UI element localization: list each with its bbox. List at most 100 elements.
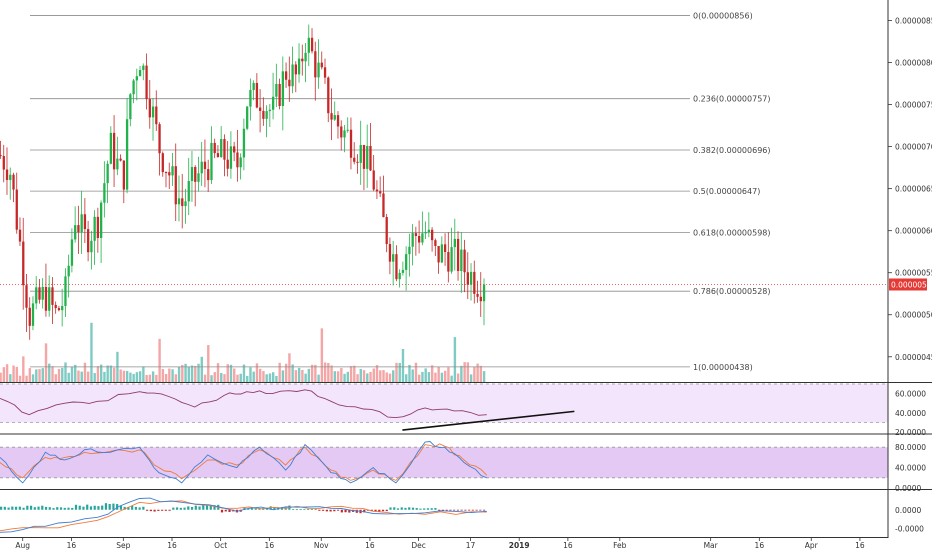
macd-histogram-bar — [29, 505, 33, 510]
candle-body — [469, 271, 473, 285]
macd-histogram-bar — [322, 509, 325, 511]
macd-histogram-bar — [157, 509, 160, 511]
volume-bar — [259, 368, 262, 382]
volume-bar — [288, 353, 291, 382]
candle-body — [203, 161, 207, 170]
macd-histogram-bar — [183, 507, 186, 510]
volume-bar — [99, 364, 103, 382]
volume-bar — [158, 338, 161, 382]
volume-bar — [145, 375, 148, 382]
volume-bar — [314, 364, 317, 382]
volume-bar — [64, 362, 67, 382]
macd-histogram-bar — [146, 509, 149, 511]
candle-body — [278, 83, 281, 106]
volume-bar — [77, 370, 80, 382]
rsi-axis-label: 60.0000 — [895, 390, 926, 399]
candle-body — [304, 52, 307, 62]
macd-histogram-bar — [228, 509, 231, 512]
volume-bar — [392, 370, 395, 382]
volume-bar — [349, 366, 353, 382]
macd-histogram-bar — [247, 508, 250, 510]
volume-bar — [74, 364, 77, 382]
candle-body — [268, 109, 272, 112]
macd-histogram-bar — [456, 509, 459, 511]
macd-histogram-bar — [389, 507, 392, 510]
volume-bar — [379, 370, 382, 382]
volume-bar — [25, 375, 28, 382]
macd-histogram-bar — [468, 509, 471, 511]
candle-body — [28, 307, 31, 326]
candle-body — [213, 142, 216, 154]
volume-bar — [213, 372, 216, 382]
macd-histogram-bar — [18, 506, 21, 510]
macd-histogram-bar — [86, 504, 89, 510]
volume-bar — [437, 366, 440, 382]
macd-histogram-bar — [295, 509, 298, 511]
volume-bar — [405, 374, 408, 382]
macd-histogram-bar — [374, 509, 377, 512]
time-axis-label: 16 — [755, 541, 765, 550]
volume-bar — [9, 374, 12, 382]
macd-histogram-bar — [419, 508, 422, 510]
volume-bar — [194, 365, 197, 382]
candle-body — [460, 249, 463, 272]
candle-body — [395, 254, 398, 280]
macd-histogram-bar — [220, 509, 224, 513]
macd-histogram-bar — [104, 503, 108, 510]
volume-bar — [122, 370, 126, 382]
volume-bar — [197, 363, 200, 382]
candle-body — [112, 132, 116, 170]
candle-body — [233, 146, 236, 153]
volume-bar — [96, 366, 100, 382]
volume-bar — [125, 370, 129, 382]
volume-bar — [450, 375, 453, 382]
volume-bar — [284, 363, 288, 382]
time-axis-label: Apr — [805, 541, 819, 550]
candle-body — [210, 142, 213, 181]
candle-body — [83, 214, 87, 230]
candle-body — [414, 233, 418, 236]
time-axis-label: Dec — [411, 541, 426, 550]
candle-body — [226, 159, 229, 169]
candle-body — [421, 233, 424, 243]
macd-histogram-bar — [483, 509, 486, 511]
volume-bar — [177, 366, 181, 382]
candle-body — [223, 139, 226, 160]
stoch-band — [0, 447, 888, 478]
candle-body — [466, 272, 469, 285]
candle-body — [479, 296, 482, 302]
macd-histogram-bar — [344, 509, 347, 513]
volume-bar — [255, 363, 259, 382]
candle-body — [48, 287, 51, 311]
candle-body — [109, 132, 113, 164]
volume-bar — [401, 349, 405, 382]
candle-body — [116, 158, 119, 170]
volume-bar — [291, 364, 294, 382]
price-axis-label: 0.00000850 — [895, 16, 932, 25]
volume-bar — [469, 374, 473, 382]
volume-bar — [340, 368, 343, 382]
macd-histogram-bar — [378, 509, 381, 512]
volume-bar — [112, 367, 116, 382]
volume-bar — [307, 368, 311, 382]
candle-body — [239, 157, 242, 168]
volume-bar — [418, 374, 421, 382]
candle-body — [103, 183, 106, 203]
macd-histogram-bar — [205, 505, 209, 510]
time-axis-label: Oct — [214, 541, 227, 550]
macd-histogram-bar — [250, 508, 254, 510]
volume-bar — [333, 371, 337, 382]
volume-bar — [460, 365, 463, 382]
macd-histogram-bar — [224, 509, 227, 512]
candle-body — [284, 71, 288, 80]
macd-histogram-bar — [123, 506, 126, 510]
candle-body — [443, 244, 447, 253]
time-axis-label: 16 — [855, 541, 865, 550]
volume-bar — [414, 362, 418, 382]
macd-histogram-bar — [202, 504, 205, 510]
volume-bar — [0, 372, 2, 382]
volume-bar — [249, 367, 252, 382]
volume-bar — [366, 373, 369, 382]
